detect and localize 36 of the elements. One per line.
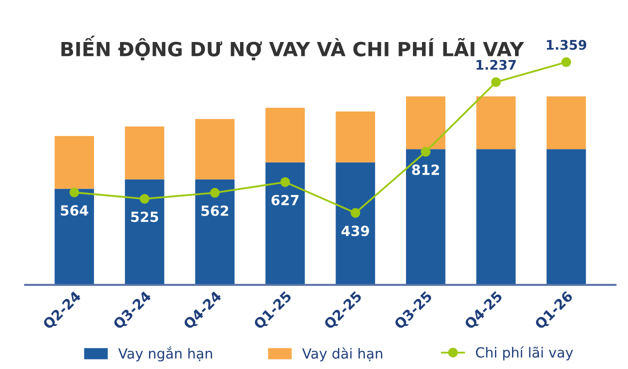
data-label: 627 bbox=[272, 194, 299, 206]
bar bbox=[476, 96, 516, 150]
point bbox=[280, 177, 290, 187]
bar bbox=[336, 111, 376, 162]
point bbox=[420, 146, 431, 157]
data-label: 812 bbox=[412, 164, 439, 176]
point bbox=[350, 208, 360, 218]
bar bbox=[265, 162, 305, 285]
point bbox=[561, 57, 572, 67]
bar bbox=[124, 179, 164, 285]
bar bbox=[546, 96, 586, 150]
bar bbox=[195, 119, 235, 180]
legend-label: Chi phí lãi vay bbox=[476, 346, 574, 360]
data-label: 1.359 bbox=[546, 40, 586, 50]
data-label: 564 bbox=[60, 205, 88, 216]
bar bbox=[54, 188, 94, 285]
legend-label: Vay dài hạn bbox=[302, 347, 382, 362]
point bbox=[140, 194, 150, 204]
data-label: 439 bbox=[342, 226, 370, 236]
point bbox=[491, 77, 501, 87]
bar bbox=[265, 108, 305, 162]
bar bbox=[336, 162, 376, 285]
bar bbox=[124, 126, 164, 180]
bar bbox=[406, 96, 446, 150]
bar bbox=[54, 136, 94, 189]
legend-label: Vay ngắn hạn bbox=[118, 346, 212, 362]
bar bbox=[406, 149, 446, 285]
bar bbox=[476, 149, 516, 285]
bar bbox=[195, 179, 235, 285]
bar bbox=[546, 149, 586, 285]
data-label: 562 bbox=[201, 206, 228, 216]
data-label: 525 bbox=[131, 212, 158, 222]
chart-title: BIẾN ĐỘNG DƯ NỢ VAY VÀ CHI PHÍ LÃI VAY bbox=[61, 36, 524, 60]
point bbox=[69, 188, 80, 198]
point bbox=[210, 188, 220, 198]
data-label: 1.237 bbox=[476, 60, 516, 70]
